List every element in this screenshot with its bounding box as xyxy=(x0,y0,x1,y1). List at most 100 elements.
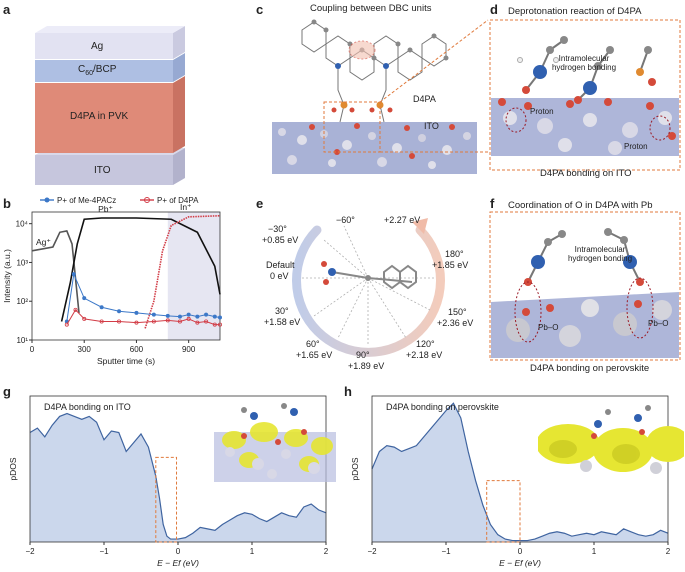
radial-dashes xyxy=(302,225,434,346)
d-label-proton-left: Proton xyxy=(530,107,554,116)
legend-me4pacz-label: P+ of Me-4PACz xyxy=(57,196,116,205)
legend-d4pa-marker xyxy=(144,197,150,203)
plot-frame-b xyxy=(31,211,221,341)
x-axis-label-h: E − Ef (eV) xyxy=(499,558,541,568)
perovskite-surface xyxy=(491,292,679,358)
c60-layer-side xyxy=(173,53,185,82)
pbo-highlight-right xyxy=(626,277,654,339)
x-tick-label-b-1: 300 xyxy=(78,345,92,354)
series-point-4-5 xyxy=(134,320,139,325)
f-label-pbo-right: Pb–O xyxy=(648,319,669,328)
panel-letter-f: f xyxy=(490,196,495,211)
layer-label-ito: ITO xyxy=(94,165,111,176)
mol-o-atom-2 xyxy=(323,279,329,285)
x-axis-label-b: Sputter time (s) xyxy=(97,356,155,366)
pdos-line-h xyxy=(371,402,669,542)
c60-sub: 60 xyxy=(85,70,94,77)
series-point-3-6 xyxy=(151,312,156,317)
rotation-arrowhead xyxy=(412,218,428,234)
e-label-default-angle: Default xyxy=(266,260,295,270)
d-label-hbond: Intramolecular hydrogen bonding xyxy=(551,54,617,72)
zoom-box-h xyxy=(486,480,521,543)
ito-atoms xyxy=(278,123,471,169)
chart-title-h: D4PA bonding on perovskite xyxy=(386,402,499,412)
e-label-180-angle: 180° xyxy=(445,249,464,259)
x-tick-label-b-0: 0 xyxy=(30,345,35,354)
tof-sims-chart: P+ of Me-4PACz P+ of D4PA 0 300 600 900 Sputte… xyxy=(2,196,222,366)
panel-c-title: Coupling between DBC units xyxy=(310,3,432,14)
panel-letter-d: d xyxy=(490,2,498,17)
mol-n-atom xyxy=(328,268,336,276)
e-label-m60-angle: −60° xyxy=(336,215,355,225)
series-point-4-8 xyxy=(177,319,182,324)
region-label-pb: Pb⁺ xyxy=(98,204,113,214)
series-point-3-2 xyxy=(82,296,87,301)
x-tick-label-g-1: −1 xyxy=(99,547,109,556)
legend-me4pacz-marker xyxy=(44,197,50,203)
c60-layer xyxy=(35,60,173,82)
e-label-30-energy: +1.58 eV xyxy=(264,317,301,327)
series-point-3-10 xyxy=(195,314,200,319)
series-point-4-3 xyxy=(99,319,104,324)
d4pa-perovskite-structure xyxy=(489,211,681,361)
ag-layer xyxy=(35,33,173,59)
panel-letter-b: b xyxy=(3,196,11,211)
series-line-0 xyxy=(31,230,80,313)
x-tick-label-b-3: 900 xyxy=(182,345,196,354)
e-label-m60-energy: +2.27 eV xyxy=(384,215,421,225)
in-region-band xyxy=(167,212,220,340)
x-tick-label-g-0: −2 xyxy=(25,547,35,556)
series-point-3-7 xyxy=(165,313,170,318)
y-axis-label-g: pDOS xyxy=(8,457,18,480)
ag-layer-top xyxy=(35,26,185,33)
pbo-highlight-left xyxy=(514,281,542,343)
panel-letter-c: c xyxy=(256,2,264,17)
series-point-4-6 xyxy=(151,319,156,324)
ito-isosurface-inset xyxy=(214,402,336,482)
pdos-area-h xyxy=(372,403,668,542)
region-label-in: In⁺ xyxy=(180,202,192,212)
series-point-3-4 xyxy=(117,309,122,314)
d4pa-atoms-d xyxy=(517,36,656,104)
pdos-chart-perovskite: −2 −1 0 1 2 E − Ef (eV) pDOS D4PA bonding on pe… xyxy=(350,395,671,568)
layer-label-ag: Ag xyxy=(91,41,104,52)
x-tick-label-h-1: −1 xyxy=(441,547,451,556)
x-tick-label-h-2: 0 xyxy=(518,547,523,556)
perovskite-isosurface-inset xyxy=(538,404,684,480)
series-point-4-4 xyxy=(117,319,122,324)
chart-title-g: D4PA bonding on ITO xyxy=(44,402,131,412)
series-point-4-2 xyxy=(82,316,87,321)
f-label-hbond: Intramolecular hydrogen bonding xyxy=(567,245,633,263)
e-label-90-angle: 90° xyxy=(356,350,370,360)
ito-layer xyxy=(35,155,173,185)
layer-label-c60: C60/BCP xyxy=(78,64,116,77)
x-tick-label-g-4: 2 xyxy=(324,547,329,556)
zoom-box-g xyxy=(155,456,178,543)
series-point-3-3 xyxy=(99,305,104,310)
y-tick-label-b-3: 10⁴ xyxy=(16,220,29,229)
e-label-120-energy: +2.18 eV xyxy=(406,350,443,360)
e-label-60-angle: 60° xyxy=(306,339,320,349)
x-tick-label-b-2: 600 xyxy=(130,345,144,354)
zoom-box-c xyxy=(323,101,381,153)
x-tick-label-h-3: 1 xyxy=(592,547,597,556)
rotation-energy-diagram xyxy=(292,218,445,357)
series-point-3-9 xyxy=(186,312,191,317)
rotating-molecule xyxy=(331,264,417,290)
e-label-120-angle: 120° xyxy=(416,339,435,349)
series-point-4-0 xyxy=(64,322,69,327)
label-ito-c: ITO xyxy=(424,121,439,131)
series-point-3-1 xyxy=(71,272,76,277)
panel-letter-e: e xyxy=(256,196,264,211)
y-tick-label-b-2: 10³ xyxy=(16,258,28,267)
series-line-2 xyxy=(144,214,221,329)
coupling-highlight xyxy=(348,40,376,60)
series-point-4-11 xyxy=(204,319,209,324)
x-tick-label-h-0: −2 xyxy=(367,547,377,556)
d4pa-ito-structure xyxy=(489,19,681,171)
x-tick-label-g-2: 0 xyxy=(176,547,181,556)
panel-letter-h: h xyxy=(344,384,352,399)
y-tick-label-b-1: 10² xyxy=(16,297,28,306)
e-label-m30-energy: +0.85 eV xyxy=(262,235,299,245)
region-label-ag: Ag⁺ xyxy=(36,237,51,247)
